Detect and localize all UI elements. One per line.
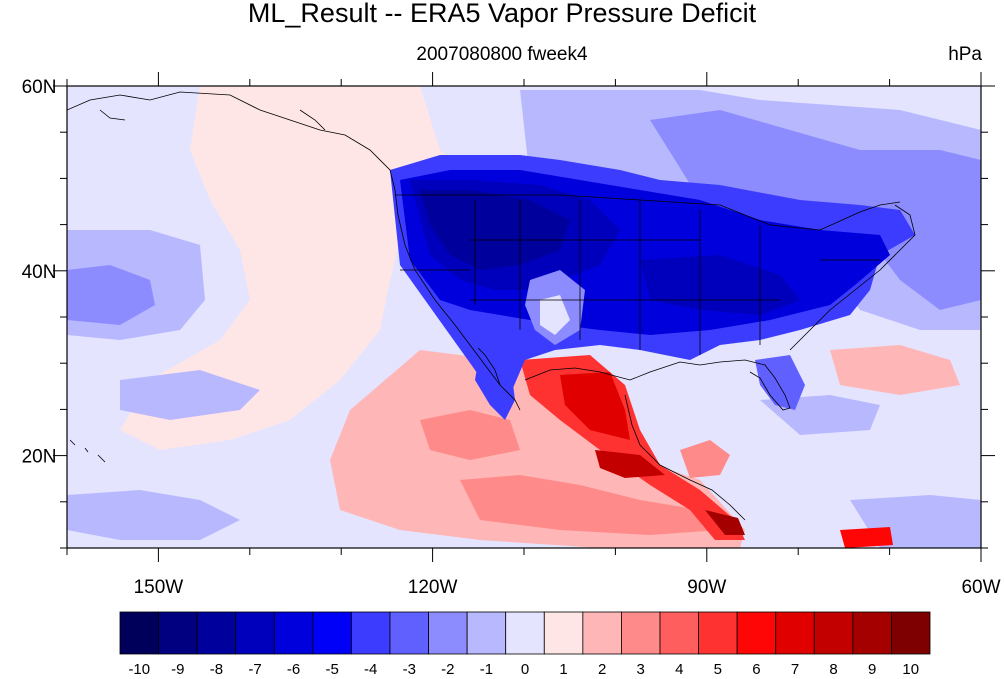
vpd-field (67, 86, 981, 548)
lat-tick-label: 60N (22, 77, 57, 98)
colorbar-label: -5 (325, 661, 338, 678)
colorbar-label: -2 (441, 661, 454, 678)
colorbar-label: -3 (403, 661, 416, 678)
colorbar-swatch (775, 611, 815, 655)
colorbar-label: 6 (752, 661, 760, 678)
colorbar-swatch (389, 611, 429, 655)
colorbar-swatch (466, 611, 507, 655)
colorbar-swatch (351, 611, 391, 655)
colorbar-swatch (273, 611, 314, 655)
colorbar-swatch (505, 611, 545, 655)
colorbar-swatch (621, 611, 661, 655)
plot-subtitle: 2007080800 fweek4 (416, 44, 588, 65)
lon-tick-label: 120W (408, 577, 458, 598)
colorbar-label: -4 (364, 661, 377, 678)
colorbar-swatch (852, 611, 892, 655)
lat-tick-label: 40N (22, 262, 57, 283)
colorbar-label: 3 (637, 661, 645, 678)
colorbar-label: 0 (521, 661, 529, 678)
colorbar-label: -1 (480, 661, 493, 678)
colorbar-label: -6 (287, 661, 300, 678)
lon-tick-label: 150W (134, 577, 184, 598)
plot-title: ML_Result -- ERA5 Vapor Pressure Deficit (247, 0, 757, 28)
colorbar-label: -7 (248, 661, 261, 678)
colorbar-label: 7 (791, 661, 799, 678)
colorbar-swatch (813, 611, 854, 655)
colorbar-swatch (891, 611, 931, 655)
colorbar-swatch (659, 611, 699, 655)
lat-tick-label: 20N (22, 447, 57, 468)
units-label: hPa (948, 44, 982, 65)
colorbar-label: 4 (675, 661, 683, 678)
lon-tick-label: 60W (961, 577, 1000, 598)
colorbar-label: 5 (714, 661, 722, 678)
colorbar-swatch (428, 611, 468, 655)
colorbar-swatch (196, 611, 237, 655)
colorbar-label: 1 (559, 661, 567, 678)
colorbar-swatch (582, 611, 622, 655)
colorbar-label: 8 (829, 661, 837, 678)
colorbar-swatch (543, 611, 584, 655)
map-boundaries (67, 91, 916, 521)
colorbar-label: 9 (868, 661, 876, 678)
colorbar-label: -9 (171, 661, 184, 678)
colorbar-label: -8 (210, 661, 223, 678)
colorbar-swatch (158, 611, 198, 655)
lon-tick-label: 90W (687, 577, 726, 598)
colorbar-swatch (119, 611, 159, 655)
colorbar-swatch (736, 611, 777, 655)
colorbar-label: -10 (128, 661, 150, 678)
colorbar-label: 10 (902, 661, 919, 678)
colorbar-swatch (312, 611, 352, 655)
colorbar-label: 2 (598, 661, 606, 678)
colorbar-swatch (235, 611, 275, 655)
colorbar-swatch (698, 611, 738, 655)
